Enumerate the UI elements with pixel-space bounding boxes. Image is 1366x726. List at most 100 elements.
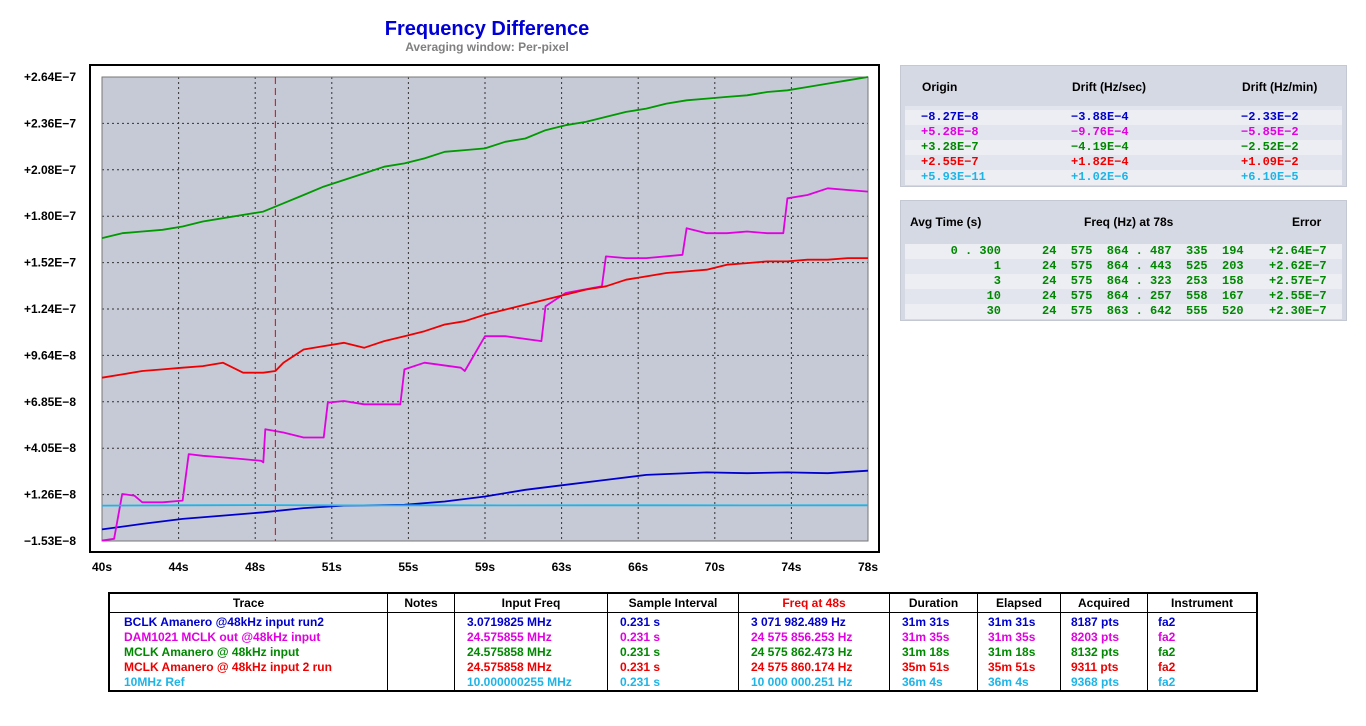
avg-error: +2.57E−7 xyxy=(1269,274,1327,288)
trace-cell-freq: 24 575 862.473 Hz xyxy=(751,645,853,659)
trace-cell-trace: DAM1021 MCLK out @48kHz input xyxy=(124,630,321,644)
y-tick-label: +4.05E−8 xyxy=(24,441,76,455)
column-divider xyxy=(738,594,739,690)
averaging-panel: Avg Time (s) Freq (Hz) at 78s Error 0 . … xyxy=(900,200,1347,321)
drift-hz-min: −2.52E−2 xyxy=(1241,140,1299,154)
drift-origin: −8.27E−8 xyxy=(921,110,979,124)
y-tick-label: +2.08E−7 xyxy=(24,163,76,177)
avg-time: 1 xyxy=(993,259,1001,273)
avg-header-error: Error xyxy=(1292,215,1322,229)
drift-row: +3.28E−7 −4.19E−4 −2.52E−2 xyxy=(905,140,1342,155)
trace-cell-duration: 31m 31s xyxy=(902,615,950,629)
drift-header-hz-min: Drift (Hz/min) xyxy=(1242,80,1318,94)
trace-cell-input: 24.575858 MHz xyxy=(467,645,552,659)
trace-col-header-interval: Sample Interval xyxy=(608,594,739,612)
avg-error: +2.55E−7 xyxy=(1269,289,1327,303)
plot-border xyxy=(101,76,869,542)
drift-hz-sec: −4.19E−4 xyxy=(1071,140,1129,154)
frequency-difference-chart: +2.64E−7 +2.36E−7 +2.08E−7 +1.80E−7 +1.52E−7… xyxy=(24,70,878,574)
trace-cell-input: 24.575855 MHz xyxy=(467,630,552,644)
chart-title: Frequency Difference xyxy=(384,18,590,40)
avg-error: +2.30E−7 xyxy=(1269,304,1327,318)
column-divider xyxy=(889,594,890,690)
trace-cell-interval: 0.231 s xyxy=(620,675,661,689)
avg-error: +2.62E−7 xyxy=(1269,259,1327,273)
x-tick-label: 63s xyxy=(552,560,572,574)
drift-hz-sec: +1.02E−6 xyxy=(1071,170,1129,184)
y-tick-label: +2.64E−7 xyxy=(24,70,76,84)
chart-subtitle: Averaging window: Per-pixel xyxy=(405,40,569,54)
drift-hz-sec: +1.82E−4 xyxy=(1071,155,1129,169)
trace-cell-instrument: fa2 xyxy=(1158,615,1176,629)
series-line xyxy=(101,257,868,379)
avg-time: 30 xyxy=(986,304,1001,318)
trace-cell-interval: 0.231 s xyxy=(620,615,661,629)
trace-row[interactable]: MCLK Amanero @ 48kHz input 2 run 24.57585… xyxy=(110,660,1256,675)
trace-cell-instrument: fa2 xyxy=(1158,660,1176,674)
drift-row: +2.55E−7 +1.82E−4 +1.09E−2 xyxy=(905,155,1342,170)
trace-cell-acquired: 9368 pts xyxy=(1071,675,1120,689)
trace-cell-instrument: fa2 xyxy=(1158,645,1176,659)
trace-cell-acquired: 8132 pts xyxy=(1071,645,1120,659)
x-tick-label: 55s xyxy=(398,560,418,574)
x-tick-label: 78s xyxy=(858,560,878,574)
y-tick-label: +1.80E−7 xyxy=(24,209,76,223)
trace-cell-duration: 31m 18s xyxy=(902,645,950,659)
trace-cell-freq: 3 071 982.489 Hz xyxy=(751,615,846,629)
avg-time: 0 . 300 xyxy=(950,244,1001,258)
trace-col-header-duration: Duration xyxy=(890,594,978,612)
y-tick-label: +1.26E−8 xyxy=(24,488,76,502)
column-divider xyxy=(977,594,978,690)
y-tick-label: −1.53E−8 xyxy=(24,534,76,548)
column-divider xyxy=(1060,594,1061,690)
trace-cell-trace: BCLK Amanero @48kHz input run2 xyxy=(124,615,324,629)
drift-origin: +2.55E−7 xyxy=(921,155,979,169)
trace-cell-trace: MCLK Amanero @ 48kHz input 2 run xyxy=(124,660,332,674)
trace-row[interactable]: DAM1021 MCLK out @48kHz input 24.575855 M… xyxy=(110,630,1256,645)
trace-row[interactable]: BCLK Amanero @48kHz input run2 3.0719825 … xyxy=(110,615,1256,630)
trace-cell-elapsed: 31m 31s xyxy=(988,615,1036,629)
avg-time: 3 xyxy=(993,274,1001,288)
y-tick-label: +1.24E−7 xyxy=(24,302,76,316)
trace-table: Trace Notes Input Freq Sample Interval Freq … xyxy=(108,592,1258,692)
x-tick-label: 51s xyxy=(322,560,342,574)
trace-cell-elapsed: 36m 4s xyxy=(988,675,1029,689)
trace-col-header-trace: Trace xyxy=(110,594,388,612)
avg-row: 3 24 575 864 . 323 253 158 +2.57E−7 xyxy=(905,274,1342,289)
x-tick-label: 48s xyxy=(245,560,265,574)
trace-row[interactable]: 10MHz Ref 10.000000255 MHz 0.231 s 10 000 0… xyxy=(110,675,1256,690)
trace-col-header-elapsed: Elapsed xyxy=(978,594,1061,612)
drift-hz-sec: −9.76E−4 xyxy=(1071,125,1129,139)
avg-row: 30 24 575 863 . 642 555 520 +2.30E−7 xyxy=(905,304,1342,319)
trace-cell-acquired: 8203 pts xyxy=(1071,630,1120,644)
avg-error: +2.64E−7 xyxy=(1269,244,1327,258)
trace-cell-trace: MCLK Amanero @ 48kHz input xyxy=(124,645,300,659)
trace-row[interactable]: MCLK Amanero @ 48kHz input 24.575858 MHz 0… xyxy=(110,645,1256,660)
x-tick-label: 59s xyxy=(475,560,495,574)
trace-cell-elapsed: 35m 51s xyxy=(988,660,1036,674)
y-tick-label: +9.64E−8 xyxy=(24,348,76,362)
avg-row: 10 24 575 864 . 257 558 167 +2.55E−7 xyxy=(905,289,1342,304)
x-tick-label: 70s xyxy=(705,560,725,574)
series-line xyxy=(101,76,869,239)
drift-row: +5.93E−11 +1.02E−6 +6.10E−5 xyxy=(905,170,1342,185)
trace-cell-duration: 36m 4s xyxy=(902,675,943,689)
trace-cell-input: 10.000000255 MHz xyxy=(467,675,572,689)
avg-freq: 24 575 864 . 487 335 194 xyxy=(1042,244,1244,258)
drift-header-origin: Origin xyxy=(922,80,958,94)
avg-header-time: Avg Time (s) xyxy=(910,215,982,229)
drift-row: +5.28E−8 −9.76E−4 −5.85E−2 xyxy=(905,125,1342,140)
drift-header-hz-sec: Drift (Hz/sec) xyxy=(1072,80,1147,94)
trace-cell-interval: 0.231 s xyxy=(620,660,661,674)
x-tick-label: 44s xyxy=(169,560,189,574)
x-tick-label: 66s xyxy=(628,560,648,574)
drift-origin: +5.28E−8 xyxy=(921,125,979,139)
trace-col-header-input: Input Freq xyxy=(455,594,608,612)
trace-cell-freq: 24 575 860.174 Hz xyxy=(751,660,853,674)
trace-cell-freq: 10 000 000.251 Hz xyxy=(751,675,853,689)
avg-freq: 24 575 864 . 257 558 167 xyxy=(1042,289,1244,303)
x-tick-label: 74s xyxy=(781,560,801,574)
y-tick-label: +6.85E−8 xyxy=(24,395,76,409)
series-line xyxy=(101,187,869,542)
drift-hz-sec: −3.88E−4 xyxy=(1071,110,1129,124)
